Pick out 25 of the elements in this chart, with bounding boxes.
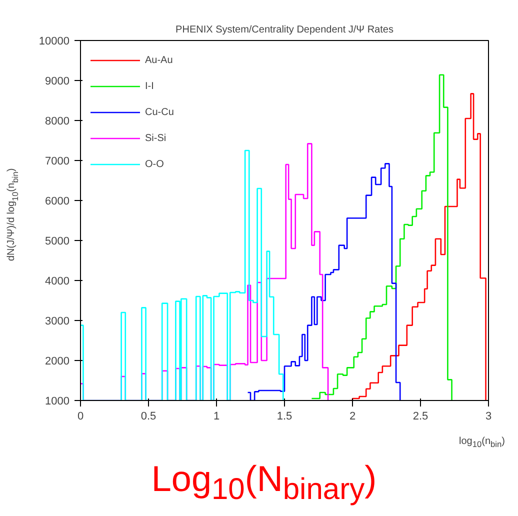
y-tick-label: 7000	[45, 156, 70, 168]
chart-title: PHENIX System/Centrality Dependent J/Ψ Rates	[176, 24, 394, 36]
y-tick-label: 1000	[45, 396, 70, 408]
legend-label: Si-Si	[145, 132, 166, 144]
text: Log$_{10}$(N$_{binary}$)	[151, 458, 377, 506]
y-tick-label: 9000	[45, 76, 70, 88]
y-tick-label: 5000	[45, 236, 70, 248]
y-tick-label: 2000	[45, 356, 70, 368]
x-tick-label: 0	[77, 410, 84, 422]
x-tick-label: 2	[349, 410, 356, 422]
y-tick-label: 4000	[45, 276, 70, 288]
legend-label: Cu-Cu	[145, 106, 174, 118]
legend-label: I-I	[145, 80, 155, 92]
legend-label: Au-Au	[145, 54, 173, 66]
x-tick-label: 0.5	[140, 410, 156, 422]
y-tick-label: 8000	[45, 116, 70, 128]
y-tick-label: 6000	[45, 196, 70, 208]
y-tick-label: 3000	[45, 316, 70, 328]
x-tick-label: 1	[213, 410, 220, 422]
x-tick-label: 3	[485, 410, 492, 422]
legend-label: O-O	[145, 158, 165, 170]
x-tick-label: 2.5	[412, 410, 428, 422]
x-tick-label: 1.5	[276, 410, 292, 422]
y-tick-label: 10000	[38, 36, 70, 48]
x-axis-title: log$_{10}$(n$_{bin}$)	[459, 435, 505, 451]
